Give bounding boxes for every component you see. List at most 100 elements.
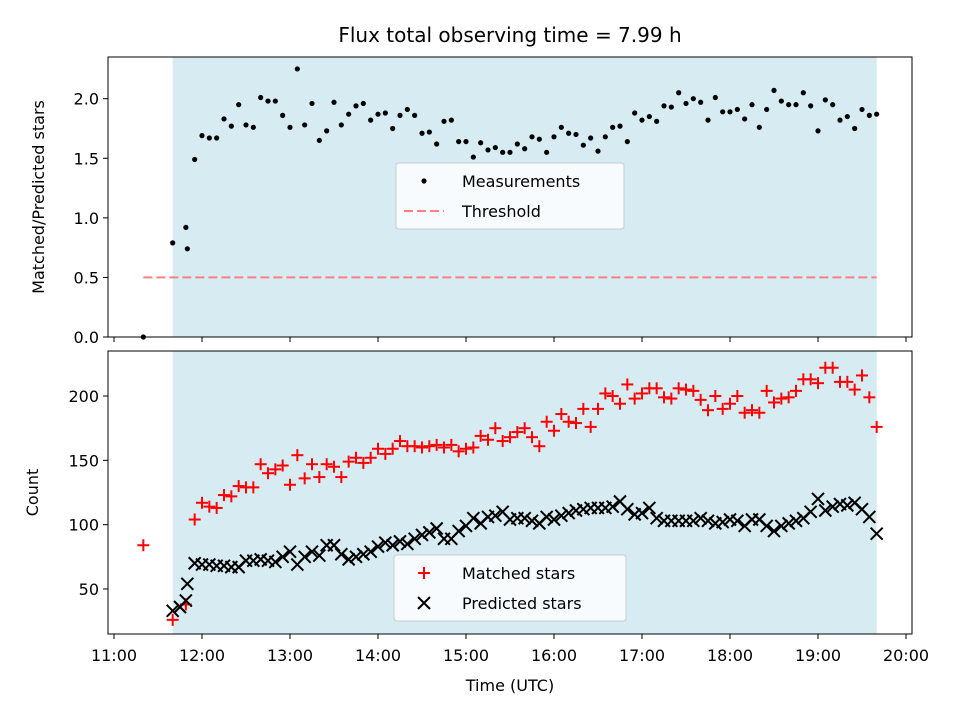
legend-measurements-marker — [421, 178, 427, 184]
matched-star-point — [313, 471, 326, 484]
top-legend-box — [395, 162, 625, 230]
measurement-point — [353, 103, 359, 109]
predicted-star-point — [693, 511, 708, 525]
measurement-point — [243, 122, 249, 128]
predicted-star-point — [283, 544, 297, 559]
bottom-y-axis-ticks: 50 100 150 200 — [68, 387, 108, 599]
predicted-star-point — [781, 516, 796, 531]
predicted-star-point — [378, 535, 393, 550]
measurement-point — [324, 128, 330, 134]
matched-star-point — [335, 471, 348, 484]
measurement-point — [375, 111, 381, 117]
measurement-point — [434, 141, 440, 147]
matched-star-point — [614, 397, 626, 410]
matched-star-point — [511, 426, 524, 439]
measurement-point — [470, 154, 476, 160]
predicted-star-point — [275, 550, 290, 564]
matched-star-point — [548, 424, 560, 437]
predicted-star-point — [862, 510, 877, 524]
predicted-star-point — [686, 514, 701, 528]
top-plot-frame — [107, 56, 913, 338]
matched-star-point — [372, 442, 384, 455]
measurement-point — [588, 135, 594, 141]
matched-star-point — [394, 435, 406, 448]
matched-star-point — [423, 440, 436, 453]
x-tick-label: 13:00 — [267, 646, 313, 665]
measurement-point — [786, 102, 792, 108]
measurement-point — [184, 246, 190, 252]
measurement-point — [698, 99, 704, 105]
top-y-tick-label: 1.5 — [74, 149, 99, 168]
predicted-star-point — [803, 505, 818, 519]
measurement-point — [844, 113, 850, 120]
predicted-star-point — [517, 511, 532, 525]
measurement-point — [595, 148, 601, 154]
measurement-point — [551, 134, 557, 140]
measurement-point — [690, 96, 696, 102]
predicted-star-point — [334, 547, 349, 561]
matched-star-point — [628, 392, 641, 405]
measurement-point — [734, 106, 740, 113]
predicted-star-point — [547, 512, 561, 527]
legend-predicted-marker — [417, 596, 431, 610]
matched-star-point — [848, 383, 861, 396]
matched-star-point — [709, 390, 722, 403]
predicted-star-point — [371, 539, 385, 554]
measurement-point — [522, 146, 528, 152]
predicted-star-point — [179, 593, 193, 608]
measurement-point — [749, 102, 755, 108]
measurement-point — [874, 111, 880, 117]
predicted-star-point — [180, 577, 195, 591]
predicted-star-point — [620, 502, 635, 516]
measurement-point — [331, 99, 337, 105]
measurement-point — [507, 149, 513, 155]
matched-star-point — [863, 391, 876, 404]
predicted-star-point — [429, 521, 444, 536]
measurement-point — [183, 224, 189, 230]
measurement-point — [632, 110, 638, 116]
matched-star-point — [188, 513, 201, 526]
top-y-tick-label: 0.0 — [74, 328, 99, 347]
x-tick-label: 12:00 — [179, 646, 225, 665]
measurement-point — [258, 94, 264, 101]
matched-star-point — [665, 392, 678, 405]
measurement-point — [683, 100, 689, 107]
matched-star-point — [812, 377, 824, 390]
top-y-tick-label: 0.5 — [74, 268, 99, 287]
matched-star-point — [702, 404, 714, 417]
measurement-point — [397, 112, 403, 118]
predicted-star-point — [767, 524, 781, 538]
top-y-axis-ticks: 0.0 0.5 1.0 1.5 2.0 — [74, 90, 108, 347]
measurement-point — [866, 112, 872, 118]
top-panel: 0.00.51.01.52.0 Matched/Predicted stars … — [29, 56, 913, 347]
measurement-point — [294, 66, 300, 72]
predicted-star-point — [525, 514, 539, 528]
matched-star-point — [856, 369, 868, 382]
matched-star-point — [276, 459, 289, 472]
measurement-point — [580, 142, 586, 148]
predicted-star-point — [649, 511, 664, 525]
matched-star-point — [650, 382, 663, 395]
predicted-star-point — [305, 544, 319, 559]
measurement-point — [610, 124, 616, 130]
predicted-star-point — [363, 544, 378, 559]
matched-star-point — [636, 387, 648, 400]
matched-star-point — [489, 422, 502, 435]
matched-star-point — [804, 373, 817, 386]
matched-star-point — [694, 393, 707, 406]
matched-star-point — [482, 433, 494, 446]
measurement-point — [404, 106, 410, 113]
measurement-point — [793, 102, 799, 108]
matched-star-point — [298, 472, 311, 485]
matched-star-point — [782, 391, 795, 404]
top-y-axis-label: Matched/Predicted stars — [29, 100, 48, 294]
predicted-star-point — [327, 538, 341, 552]
matched-star-point — [350, 451, 362, 464]
predicted-star-point — [415, 528, 429, 542]
measurement-point — [852, 125, 858, 132]
bottom-legend-box — [393, 554, 627, 622]
measurement-point — [536, 136, 542, 142]
matched-star-point — [731, 390, 744, 403]
measurement-point — [756, 124, 762, 130]
chart-title: Flux total observing time = 7.99 h — [338, 23, 681, 47]
